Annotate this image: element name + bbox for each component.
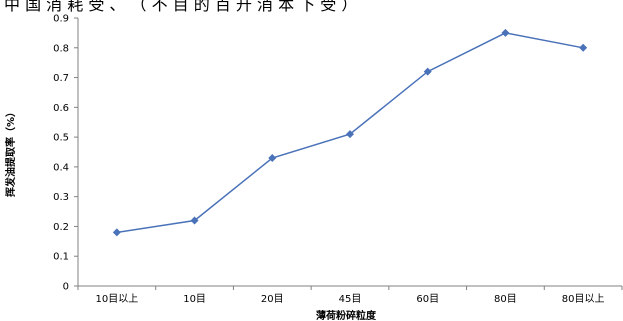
y-tick-label: 0.8 — [53, 43, 69, 54]
y-axis-title: 挥发油提取率（%） — [4, 107, 17, 197]
y-tick-label: 0.1 — [53, 252, 69, 263]
x-tick-label: 60目 — [416, 294, 439, 305]
data-point — [579, 43, 588, 52]
data-point — [501, 28, 510, 37]
y-tick-label: 0.3 — [53, 192, 69, 203]
series-group — [112, 28, 588, 237]
x-ticks: 10目以上 10目 20目 45目 60目 80目 80目以上 — [77, 286, 623, 305]
x-tick-label: 80目 — [494, 294, 517, 305]
y-tick-label: 0.9 — [53, 14, 69, 25]
y-tick-label: 0.6 — [53, 103, 69, 114]
x-tick-label: 10目 — [183, 294, 206, 305]
x-axis-title: 薄荷粉碎粒度 — [316, 309, 377, 321]
y-tick-label: 0 — [63, 282, 69, 293]
header-text: 中 国 消 耗 受 、 （ 不 目 的 百 升 消 本 下 受 ） — [4, 0, 357, 14]
x-tick-label: 80目以上 — [562, 293, 605, 305]
data-point — [423, 67, 432, 76]
data-point — [112, 228, 121, 237]
x-tick-label: 45目 — [339, 294, 362, 305]
x-tick-label: 20目 — [261, 294, 284, 305]
x-tick-label: 10目以上 — [95, 293, 138, 305]
data-point — [190, 216, 199, 225]
y-tick-label: 0.2 — [53, 222, 69, 233]
y-tick-label: 0.5 — [53, 133, 69, 144]
data-point — [268, 153, 277, 162]
y-tick-label: 0.4 — [53, 162, 69, 173]
data-point — [346, 130, 354, 139]
y-ticks: 0 0.1 0.2 0.3 0.4 0.5 0.6 0.7 0.8 0.9 — [53, 14, 78, 293]
y-tick-label: 0.7 — [53, 73, 69, 84]
axes — [77, 18, 622, 287]
